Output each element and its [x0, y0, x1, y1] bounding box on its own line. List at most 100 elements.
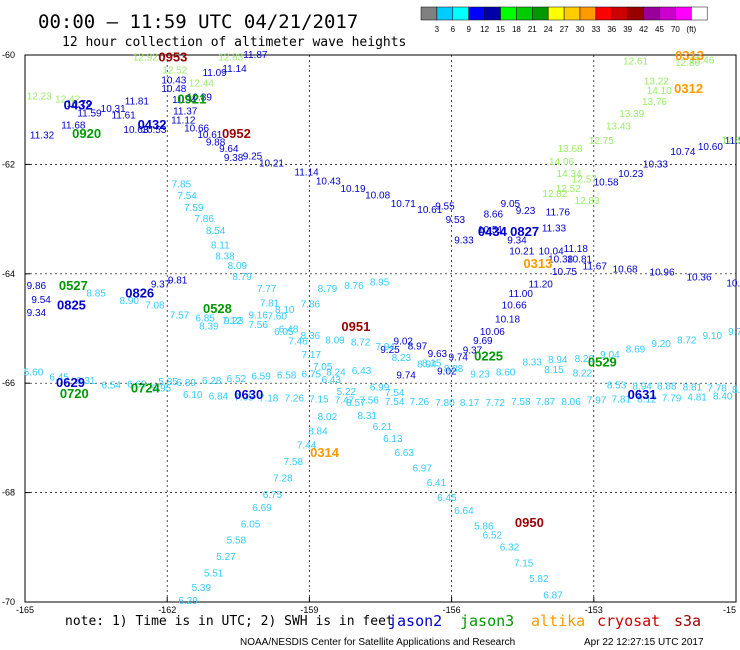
wave-height-point: 9.38: [224, 153, 244, 164]
pass-time-label: 0312: [674, 81, 703, 96]
wave-height-point: 9.25: [243, 152, 263, 163]
wave-height-point: 8.66: [484, 210, 504, 221]
colorbar-label: 9: [466, 25, 471, 34]
wave-height-point: 11.18: [564, 244, 589, 255]
wave-height-point: 8.06: [561, 397, 581, 408]
wave-height-point: 6.63: [394, 448, 414, 459]
colorbar-swatch: [563, 6, 581, 21]
wave-height-point: 10.68: [613, 264, 638, 275]
wave-height-point: 10.23: [618, 169, 643, 180]
wave-height-point: 10.58: [594, 177, 619, 188]
wave-height-point: 7.56: [359, 396, 379, 407]
wave-height-point: 10.43: [316, 176, 341, 187]
wave-height-point: 7.59: [184, 203, 204, 214]
wave-height-point: 10.89: [187, 93, 212, 104]
wave-height-point: 14.34: [557, 169, 582, 180]
x-tick-label: -162: [158, 605, 176, 615]
grid-lines: [25, 55, 736, 602]
wave-height-point: 8.15: [422, 359, 442, 370]
colorbar-swatch: [484, 6, 501, 21]
pass-time-label: 0921: [177, 91, 206, 106]
colorbar-label: 3: [435, 25, 440, 34]
wave-height-point: 9.05: [501, 199, 521, 210]
wave-height-point: 7.94: [376, 342, 396, 353]
pass-time-label: 0434: [478, 224, 508, 239]
pass-time-label: 0724: [131, 381, 161, 396]
wave-height-point: 12.52: [556, 184, 581, 195]
wave-height-point: 7.85: [172, 180, 192, 191]
wave-height-point: 8.36: [301, 331, 321, 342]
colorbar-label: 24: [544, 25, 553, 34]
wave-height-point: 8.54: [206, 226, 226, 237]
colorbar-swatch: [691, 6, 708, 21]
wave-height-point: 8.97: [408, 342, 428, 353]
wave-height-point: 10.75: [552, 267, 577, 278]
wave-height-point: 9.04: [600, 350, 620, 361]
wave-height-point: 10.61: [197, 130, 222, 141]
wave-height-point: 8.90: [120, 296, 140, 307]
wave-height-point: 12.82: [542, 189, 567, 200]
wave-height-point: 6.85: [195, 314, 215, 325]
wave-height-point: 7.05: [234, 392, 254, 403]
wave-height-point: 5.85: [158, 377, 178, 388]
wave-height-point: 7.12: [222, 316, 242, 327]
wave-height-point: 8.39: [199, 321, 219, 332]
wave-height-point: 10.43: [161, 76, 186, 87]
wave-height-point: 7.28: [273, 473, 293, 484]
wave-height-point: 7.58: [511, 397, 531, 408]
wave-height-point: 12.52: [162, 65, 187, 76]
wave-height-point: 6.45: [49, 373, 69, 384]
wave-height-point: 6.31: [76, 376, 96, 387]
wave-height-point: 7.77: [257, 284, 277, 295]
wave-height-point: 11.76: [546, 208, 571, 219]
footer-timestamp: Apr 22 12:27:15 UTC 2017: [584, 637, 704, 648]
wave-height-point: 10.06: [480, 327, 505, 338]
wave-height-point: 11.12: [171, 116, 196, 127]
colorbar-swatch: [516, 6, 533, 21]
pass-time-label: 0920: [72, 126, 101, 141]
wave-height-point: 12.83: [575, 196, 600, 207]
wave-height-point: 11.20: [529, 280, 554, 291]
colorbar-label: 45: [655, 25, 664, 34]
x-tick-label: -15: [723, 605, 736, 615]
colorbar-label: 30: [576, 25, 585, 34]
wave-height-point: 7.18: [259, 394, 279, 405]
wave-height-point: 6.52: [483, 530, 503, 541]
wave-height-point: 10.36: [687, 273, 712, 284]
wave-height-point: 7.80: [435, 398, 455, 409]
wave-height-point: 10.53: [141, 125, 166, 136]
wave-height-point: 12.83: [218, 53, 243, 64]
wave-height-point: 7.57: [170, 310, 190, 321]
wave-height-point: 4.81: [687, 392, 707, 403]
wave-height-point: 7.86: [301, 299, 321, 310]
pass-time-label: 0953: [158, 50, 187, 65]
wave-height-point: 10.74: [670, 147, 695, 158]
colorbar-swatch: [579, 6, 597, 21]
wave-height-point: 6.05: [241, 519, 261, 530]
wave-height-point: 9.02: [437, 367, 457, 378]
wave-height-point: 9.86: [27, 281, 47, 292]
wave-height-point: 10.81: [567, 255, 592, 266]
wave-height-point: 8.88: [444, 364, 464, 375]
wave-height-point: 6.05: [274, 327, 294, 338]
wave-height-point: 7.05: [313, 362, 333, 373]
wave-height-point: 7.54: [177, 191, 197, 202]
wave-height-point: 5.51: [204, 569, 224, 580]
colorbar-swatch: [643, 6, 660, 21]
colorbar-swatch: [627, 6, 644, 21]
wave-height-point: 10.51: [478, 225, 503, 236]
x-tick-label: -165: [16, 605, 34, 615]
wave-height-point: 9.33: [454, 235, 474, 246]
wave-height-point: 6.43: [321, 375, 341, 386]
wave-height-point: 8.76: [344, 281, 364, 292]
wave-height-point: 8.31: [357, 411, 377, 422]
wave-height-point: 11.67: [583, 262, 608, 273]
footer-credit: NOAA/NESDIS Center for Satellite Applica…: [240, 637, 515, 648]
colorbar-label: 6: [451, 25, 456, 34]
wave-height-point: 8.69: [626, 344, 646, 355]
x-axis-ticks: -165 -162 -159 -156 -153 -15: [16, 597, 737, 615]
wave-height-point: 9.23: [224, 316, 244, 327]
wave-height-point: 8.53: [607, 380, 627, 391]
wave-height-point: 8.94: [548, 355, 568, 366]
